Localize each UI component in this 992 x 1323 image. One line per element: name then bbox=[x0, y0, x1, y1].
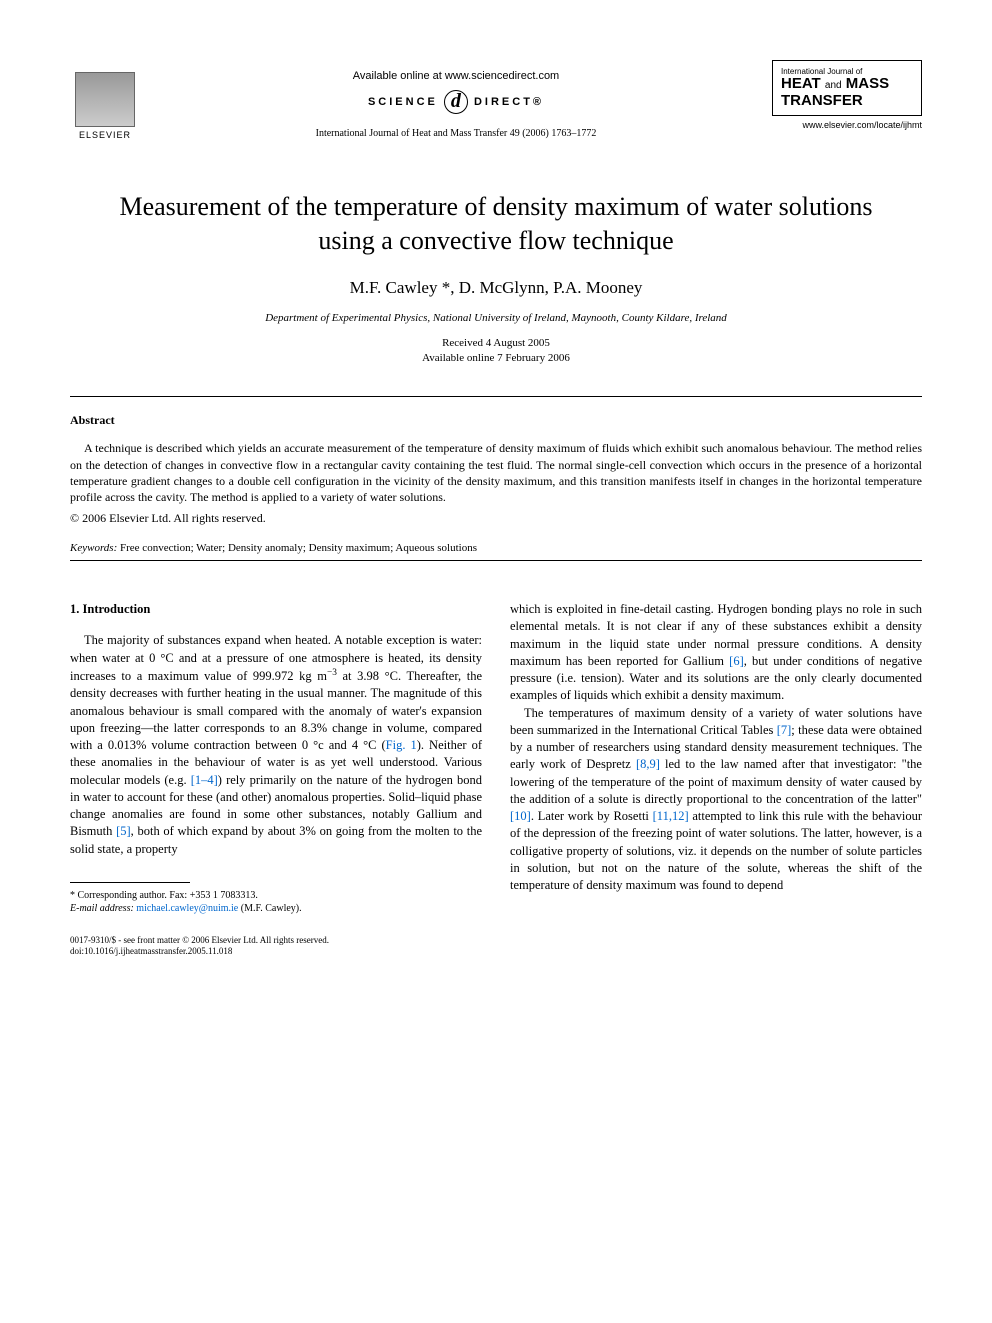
authors: M.F. Cawley *, D. McGlynn, P.A. Mooney bbox=[70, 278, 922, 298]
intro-paragraph-1-cont: which is exploited in fine-detail castin… bbox=[510, 601, 922, 705]
email-suffix: (M.F. Cawley). bbox=[238, 903, 301, 914]
p1-exp: −3 bbox=[327, 668, 337, 678]
body-columns: 1. Introduction The majority of substanc… bbox=[70, 601, 922, 915]
keywords-label: Keywords: bbox=[70, 542, 117, 554]
jb-mass: MASS bbox=[846, 75, 889, 92]
abstract-body: A technique is described which yields an… bbox=[70, 440, 922, 505]
footnote-divider bbox=[70, 882, 190, 883]
science-direct-logo: SCIENCE d DIRECT® bbox=[140, 90, 772, 114]
ref-8-9-link[interactable]: [8,9] bbox=[636, 757, 660, 771]
corresponding-author: * Corresponding author. Fax: +353 1 7083… bbox=[70, 889, 482, 902]
online-date: Available online 7 February 2006 bbox=[422, 352, 570, 364]
front-matter-line: 0017-9310/$ - see front matter © 2006 El… bbox=[70, 935, 922, 947]
doi-line: doi:10.1016/j.ijheatmasstransfer.2005.11… bbox=[70, 946, 922, 958]
c2p2d: . Later work by Rosetti bbox=[531, 809, 653, 823]
article-title: Measurement of the temperature of densit… bbox=[110, 190, 882, 258]
ref-5-link[interactable]: [5] bbox=[116, 824, 131, 838]
ref-6-link[interactable]: [6] bbox=[729, 654, 744, 668]
jb-heat: HEAT bbox=[781, 75, 821, 92]
publisher-logo: ELSEVIER bbox=[70, 60, 140, 140]
fig1-link[interactable]: Fig. 1 bbox=[386, 738, 417, 752]
header-center: Available online at www.sciencedirect.co… bbox=[140, 60, 772, 139]
locate-url: www.elsevier.com/locate/ijhmt bbox=[772, 120, 922, 130]
journal-box-inner: International Journal of HEAT and MASS T… bbox=[772, 60, 922, 116]
article-dates: Received 4 August 2005 Available online … bbox=[70, 336, 922, 367]
elsevier-tree-icon bbox=[75, 72, 135, 127]
page-footer: 0017-9310/$ - see front matter © 2006 El… bbox=[70, 935, 922, 958]
sd-left: SCIENCE bbox=[368, 96, 438, 108]
divider-bottom bbox=[70, 560, 922, 561]
ref-7-link[interactable]: [7] bbox=[777, 723, 792, 737]
column-left: 1. Introduction The majority of substanc… bbox=[70, 601, 482, 915]
affiliation: Department of Experimental Physics, Nati… bbox=[70, 312, 922, 324]
jb-transfer: TRANSFER bbox=[781, 92, 863, 109]
email-label: E-mail address: bbox=[70, 903, 136, 914]
sd-at-icon: d bbox=[444, 90, 468, 114]
abstract-heading: Abstract bbox=[70, 413, 922, 428]
divider-top bbox=[70, 396, 922, 397]
journal-title-box: International Journal of HEAT and MASS T… bbox=[772, 60, 922, 130]
page-header: ELSEVIER Available online at www.science… bbox=[70, 60, 922, 140]
intro-paragraph-1: The majority of substances expand when h… bbox=[70, 632, 482, 857]
column-right: which is exploited in fine-detail castin… bbox=[510, 601, 922, 915]
sd-right: DIRECT® bbox=[474, 96, 544, 108]
publisher-name: ELSEVIER bbox=[79, 130, 131, 140]
keywords-text: Free convection; Water; Density anomaly;… bbox=[117, 542, 477, 554]
received-date: Received 4 August 2005 bbox=[442, 337, 550, 349]
jb-and: and bbox=[825, 80, 842, 91]
email-line: E-mail address: michael.cawley@nuim.ie (… bbox=[70, 902, 482, 915]
abstract-copyright: © 2006 Elsevier Ltd. All rights reserved… bbox=[70, 511, 922, 526]
ref-1-4-link[interactable]: [1–4] bbox=[191, 773, 218, 787]
ref-11-12-link[interactable]: [11,12] bbox=[653, 809, 689, 823]
available-online-text: Available online at www.sciencedirect.co… bbox=[140, 70, 772, 82]
email-link[interactable]: michael.cawley@nuim.ie bbox=[136, 903, 238, 914]
journal-reference: International Journal of Heat and Mass T… bbox=[140, 128, 772, 139]
section-1-heading: 1. Introduction bbox=[70, 601, 482, 618]
journal-box-big: HEAT and MASS TRANSFER bbox=[781, 76, 913, 109]
intro-paragraph-2: The temperatures of maximum density of a… bbox=[510, 705, 922, 895]
ref-10-link[interactable]: [10] bbox=[510, 809, 531, 823]
p1e: , both of which expand by about 3% on go… bbox=[70, 824, 482, 855]
keywords-line: Keywords: Free convection; Water; Densit… bbox=[70, 542, 922, 554]
